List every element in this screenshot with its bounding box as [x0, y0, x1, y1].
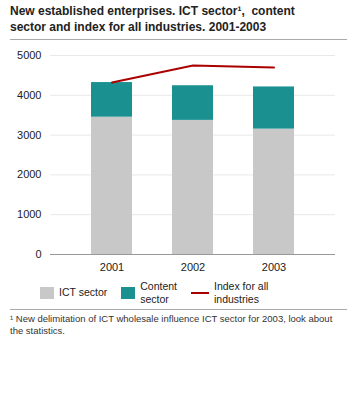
html-text:ICT sector: ICT sector: [59, 286, 108, 299]
html-text:Content sector: Content sector: [140, 280, 177, 305]
svg-text:1000: 1000: [17, 208, 41, 220]
svg-text:2000: 2000: [17, 169, 41, 181]
svg-text:2001: 2001: [100, 261, 124, 273]
svg-text:0: 0: [35, 248, 41, 260]
svg-text:4000: 4000: [17, 89, 41, 101]
svg-text:2003: 2003: [262, 261, 286, 273]
svg-text:3000: 3000: [17, 129, 41, 141]
html-text:New established enterprises. I: New established enterprises. ICT sector¹…: [10, 4, 295, 34]
svg-text:5000: 5000: [17, 49, 41, 61]
html-text:¹ New delimitation of ICT whol: ¹ New delimitation of ICT wholesale infl…: [10, 313, 333, 337]
svg-text:2002: 2002: [181, 261, 205, 273]
html-text:Index for all industries: Index for all industries: [214, 280, 269, 305]
